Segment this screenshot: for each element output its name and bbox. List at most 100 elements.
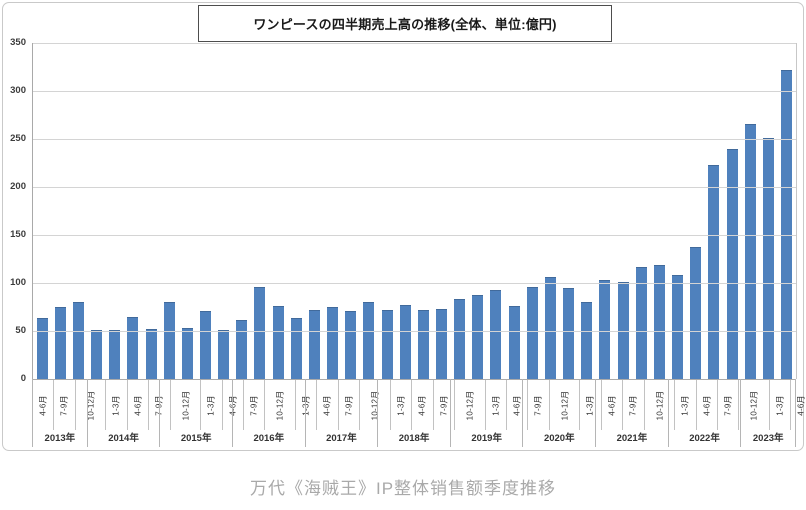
quarter-label: 7-9月 (723, 394, 733, 416)
bar (544, 277, 556, 379)
bar (399, 305, 411, 379)
quarter-cell: 10-12月 (171, 380, 202, 430)
year-label: 2023年 (752, 433, 784, 444)
quarter-cell: 1-3月 (201, 380, 223, 430)
bar (327, 307, 339, 379)
bar (199, 311, 211, 379)
bar (708, 165, 720, 379)
y-axis-label: 0 (20, 373, 26, 384)
quarter-label: 7-9月 (628, 394, 638, 416)
year-label: 2016年 (253, 433, 285, 444)
bar (236, 320, 248, 379)
bar (690, 247, 702, 379)
y-axis-label: 50 (15, 325, 26, 336)
quarter-label: 10-12月 (86, 390, 96, 420)
y-axis: 0 50 100 150 200 250 300 350 (3, 37, 29, 384)
gridline (33, 43, 796, 44)
quarter-label: 7-9月 (344, 394, 354, 416)
quarter-cell: 1-3月 (106, 380, 128, 430)
quarter-label: 7-9月 (534, 394, 544, 416)
quarter-cell: 1-3月 (486, 380, 507, 430)
bar (254, 287, 266, 379)
quarter-cell: 7-9月 (149, 380, 171, 430)
bar (417, 310, 429, 379)
bar (54, 307, 66, 379)
quarter-cell: 7-9月 (718, 380, 740, 430)
bar (163, 302, 175, 379)
bar (563, 288, 575, 379)
year-label: 2017年 (326, 433, 357, 444)
caption-text: 万代《海贼王》IP整体销售额季度推移 (249, 479, 557, 498)
chart-title: ワンピースの四半期売上高の推移(全体、単位:億円) (253, 17, 557, 32)
year-label: 2019年 (471, 433, 502, 444)
bar (599, 280, 611, 379)
bar (653, 265, 665, 379)
quarter-cell: 4-6月 (507, 380, 529, 430)
bar (72, 302, 84, 379)
bar (744, 124, 756, 379)
quarter-cell: 1-3月 (580, 380, 602, 430)
quarter-label: 1-3月 (491, 394, 501, 416)
bar (91, 330, 103, 379)
y-axis-label: 350 (10, 37, 26, 48)
y-axis-label: 300 (10, 85, 26, 96)
plot-area (32, 43, 797, 379)
bar (109, 330, 121, 379)
quarter-cell: 7-9月 (244, 380, 266, 430)
year-label: 2020年 (543, 433, 575, 444)
quarter-cell: 4-6月 (317, 380, 339, 430)
quarter-label: 4-6月 (797, 394, 806, 416)
bar (454, 299, 466, 379)
bar (345, 311, 357, 379)
quarter-label: 1-3月 (680, 394, 690, 416)
quarter-label: 10-12月 (654, 390, 664, 420)
quarter-label: 10-12月 (180, 390, 190, 420)
quarter-cell: 4-6月 (412, 380, 434, 430)
quarter-label: 1-3月 (586, 394, 596, 416)
bars-container (33, 43, 796, 379)
quarter-cell: 1-3月 (675, 380, 697, 430)
quarter-cell: 1-3月 (770, 380, 792, 430)
quarter-cell: 10-12月 (645, 380, 676, 430)
quarter-cell: 4-6月 (128, 380, 150, 430)
bar (762, 138, 774, 379)
quarter-label: 10-12月 (465, 390, 475, 420)
quarter-label: 7-9月 (60, 394, 70, 416)
quarter-cell: 7-9月 (434, 380, 455, 430)
quarter-cell: 4-6月 (697, 380, 718, 430)
quarter-label: 1-3月 (775, 394, 785, 416)
gridline (33, 283, 796, 284)
quarter-label: 1-3月 (206, 394, 216, 416)
quarter-cell: 4-6月 (33, 380, 55, 430)
bar (145, 329, 157, 379)
quarter-label: 10-12月 (370, 390, 380, 420)
y-axis-label: 150 (10, 229, 26, 240)
quarter-cell: 10-12月 (360, 380, 391, 430)
bar (181, 328, 193, 379)
quarter-label: 4-6月 (228, 394, 238, 416)
bar (127, 317, 139, 379)
bar (617, 282, 629, 379)
bar (780, 70, 792, 379)
year-label: 2021年 (616, 433, 648, 444)
bar (308, 310, 320, 379)
gridline (33, 235, 796, 236)
bar (36, 318, 48, 379)
quarter-cell: 4-6月 (223, 380, 244, 430)
quarter-label: 10-12月 (275, 390, 285, 420)
bar (472, 295, 484, 379)
quarter-label: 10-12月 (749, 390, 759, 420)
year-label: 2013年 (44, 433, 76, 444)
gridline (33, 187, 796, 188)
bar (290, 318, 302, 379)
quarter-cell: 10-12月 (550, 380, 581, 430)
y-axis-label: 200 (10, 181, 26, 192)
quarter-cell: 10-12月 (76, 380, 107, 430)
quarter-cell: 4-6月 (791, 380, 806, 430)
quarter-cell: 7-9月 (528, 380, 550, 430)
chart-card: ワンピースの四半期売上高の推移(全体、単位:億円) 0 50 100 150 200 25… (2, 2, 806, 451)
quarter-label: 1-3月 (112, 394, 122, 416)
quarter-cell: 7-9月 (54, 380, 76, 430)
quarter-label: 4-6月 (512, 394, 522, 416)
year-label: 2014年 (108, 433, 139, 444)
